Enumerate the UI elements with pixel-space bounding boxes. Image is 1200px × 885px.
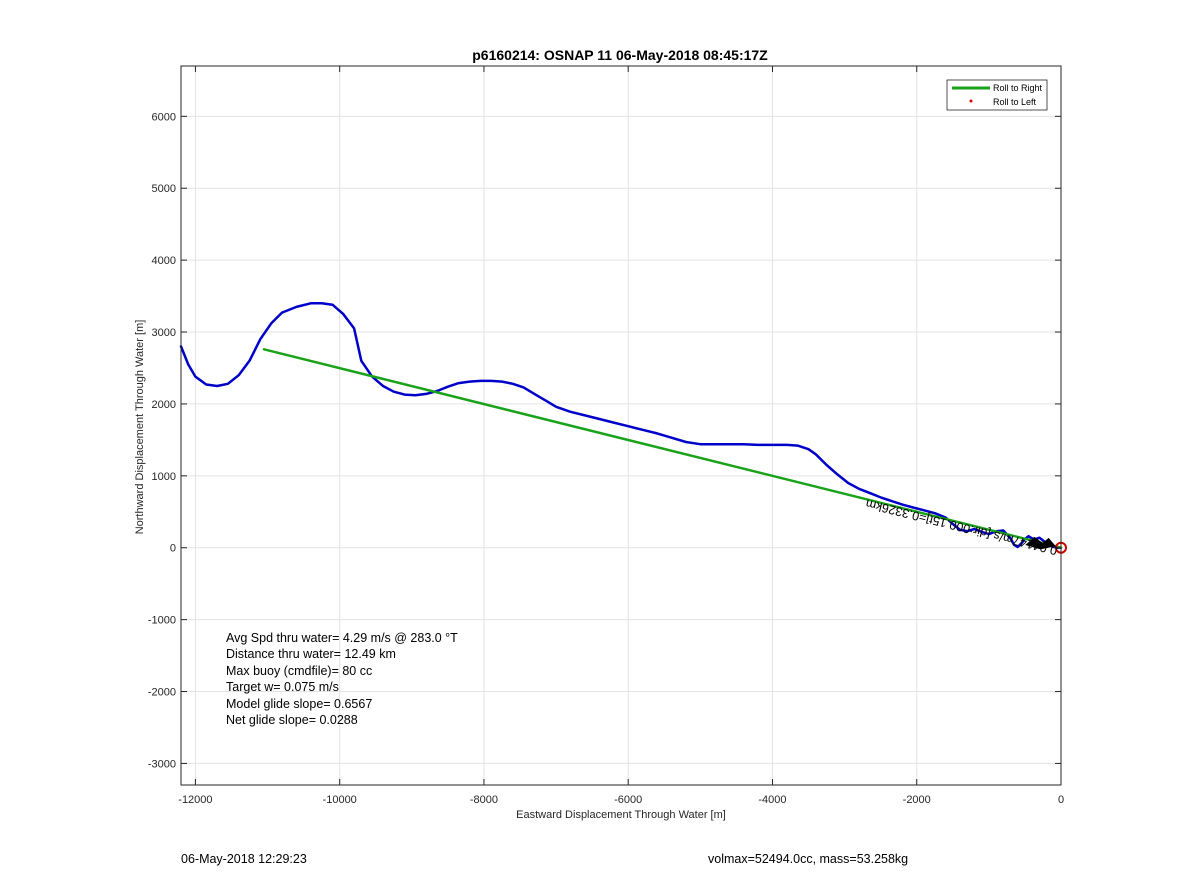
y-tick-label: -2000 — [148, 687, 176, 699]
y-tick-label: 6000 — [152, 111, 176, 123]
footer-timestamp: 06-May-2018 12:29:23 — [181, 852, 307, 866]
y-tick-label: 5000 — [152, 183, 176, 195]
x-tick-label: -8000 — [470, 794, 498, 806]
annotation-model-glide: Model glide slope= 0.6567 — [226, 697, 372, 711]
annotation-distance: Distance thru water= 12.49 km — [226, 647, 396, 661]
legend-label-roll-left: Roll to Left — [993, 97, 1037, 107]
y-tick-label: -3000 — [148, 758, 176, 770]
x-tick-label: -10000 — [323, 794, 357, 806]
chart-title: p6160214: OSNAP 11 06-May-2018 08:45:17Z — [472, 47, 768, 63]
grid — [181, 66, 1062, 785]
x-tick-label: -12000 — [178, 794, 212, 806]
y-tick-label: 3000 — [152, 327, 176, 339]
annotation-max-buoy: Max buoy (cmdfile)= 80 cc — [226, 664, 372, 678]
legend-box — [946, 79, 1048, 111]
series-layer — [179, 302, 1067, 554]
end-cluster — [1025, 536, 1056, 550]
legend-swatch-roll-left — [969, 99, 973, 103]
stats-annotations: Avg Spd thru water= 4.29 m/s @ 283.0 °T … — [226, 631, 458, 727]
annotation-target-w: Target w= 0.075 m/s — [226, 680, 339, 694]
track-line — [179, 302, 1063, 549]
legend-label-roll-right: Roll to Right — [993, 83, 1043, 93]
y-tick-label: -1000 — [148, 615, 176, 627]
glide-line — [262, 348, 1063, 549]
y-axis-label: Northward Displacement Through Water [m] — [134, 320, 146, 535]
y-tick-label: 1000 — [152, 471, 176, 483]
y-tick-label: 4000 — [152, 255, 176, 267]
x-axis-label: Eastward Displacement Through Water [m] — [516, 809, 726, 821]
legend: Roll to Right Roll to Left — [946, 79, 1048, 111]
x-tick-label: 0 — [1058, 794, 1064, 806]
y-tick-label: 0 — [170, 543, 176, 555]
y-tick-label: 2000 — [152, 399, 176, 411]
axis-ticks: -12000 -10000 -8000 -6000 -4000 -2000 0-3000-2… — [148, 66, 1064, 806]
annotation-net-glide: Net glide slope= 0.0288 — [226, 713, 358, 727]
x-tick-label: -6000 — [614, 794, 642, 806]
plot-frame — [180, 65, 1062, 786]
x-tick-label: -2000 — [903, 794, 931, 806]
annotation-avg-speed: Avg Spd thru water= 4.29 m/s @ 283.0 °T — [226, 631, 458, 645]
footer-vol-mass: volmax=52494.0cc, mass=53.258kg — [708, 852, 909, 866]
x-tick-label: -4000 — [758, 794, 786, 806]
